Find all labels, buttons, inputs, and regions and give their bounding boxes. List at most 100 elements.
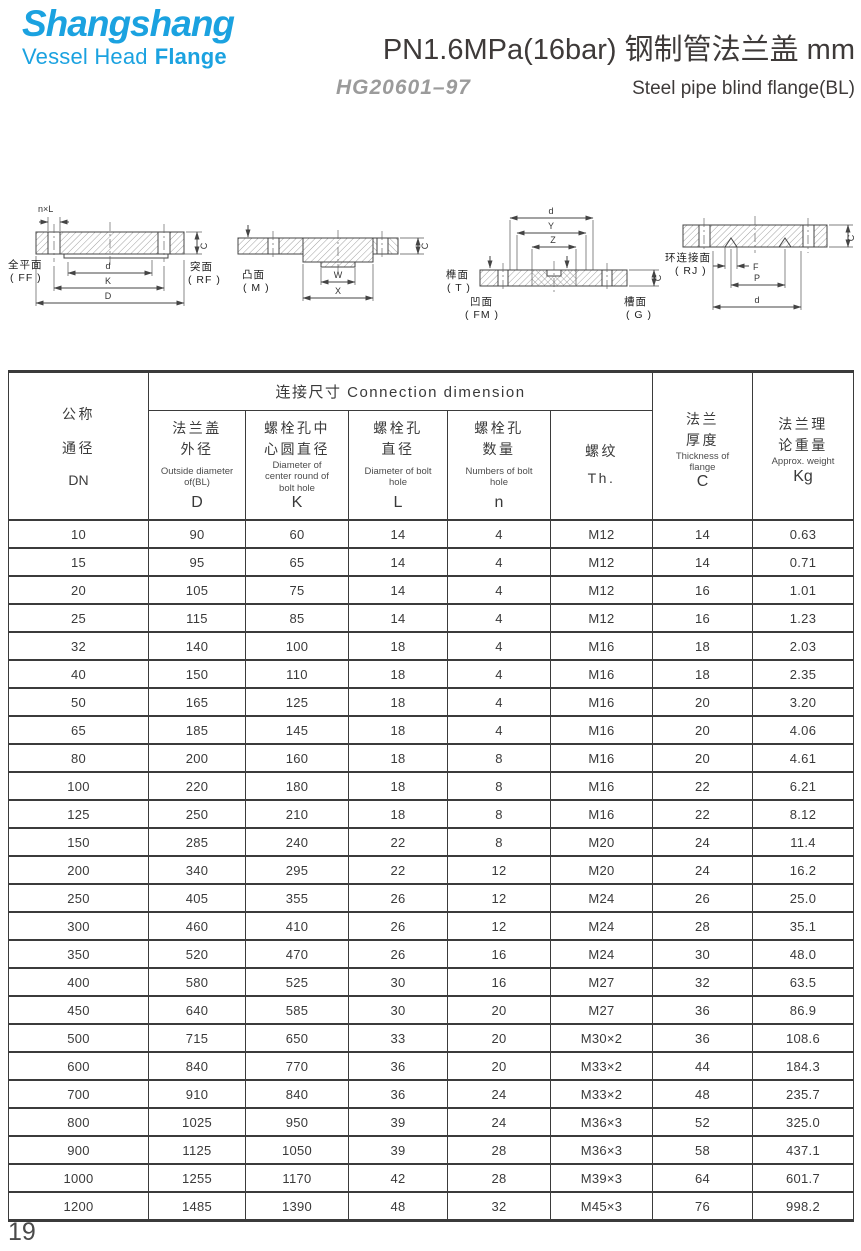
cell-weight: 998.2 — [752, 1191, 854, 1222]
cell-thread: M33×2 — [550, 1051, 653, 1081]
cell-outside-diameter: 405 — [148, 883, 246, 913]
cell-bolt-circle-diameter: 60 — [245, 519, 349, 549]
cell-thread: M27 — [550, 995, 653, 1025]
cell-outside-diameter: 840 — [148, 1051, 246, 1081]
cell-bolt-circle-diameter: 650 — [245, 1023, 349, 1053]
cell-dn: 400 — [8, 967, 149, 997]
cell-bolt-circle-diameter: 110 — [245, 659, 349, 689]
face-code-rf: ( RF ) — [188, 274, 221, 286]
col-header-kg-en: Approx. weight — [771, 456, 835, 468]
cell-thickness: 36 — [652, 995, 753, 1025]
cell-bolt-circle-diameter: 470 — [245, 939, 349, 969]
col-header-c-en: Thickness of flange — [675, 450, 730, 474]
cell-dn: 100 — [8, 771, 149, 801]
col-header-n-code: n — [494, 494, 504, 512]
face-code-ff: ( FF ) — [10, 272, 42, 284]
cell-dn: 125 — [8, 799, 149, 829]
cell-outside-diameter: 460 — [148, 911, 246, 941]
cell-bolt-hole-count: 4 — [447, 547, 551, 577]
dim-label-dd: D — [105, 291, 112, 301]
cell-bolt-hole-diameter: 36 — [348, 1079, 448, 1109]
cell-weight: 2.03 — [752, 631, 854, 661]
cell-outside-diameter: 1025 — [148, 1107, 246, 1137]
cell-bolt-hole-diameter: 14 — [348, 603, 448, 633]
dim-label-p: P — [754, 273, 760, 283]
cell-bolt-circle-diameter: 85 — [245, 603, 349, 633]
cell-dn: 1000 — [8, 1163, 149, 1193]
cell-thread: M16 — [550, 743, 653, 773]
cell-bolt-hole-count: 4 — [447, 519, 551, 549]
spec-table-container: 公称 通径 DN 连接尺寸 Connection dimension 法兰 厚度 … — [8, 370, 854, 1223]
col-header-l-code: L — [393, 494, 403, 512]
cell-thread: M16 — [550, 687, 653, 717]
cell-thickness: 20 — [652, 687, 753, 717]
cell-dn: 15 — [8, 547, 149, 577]
cell-thread: M16 — [550, 771, 653, 801]
cell-bolt-circle-diameter: 525 — [245, 967, 349, 997]
cell-dn: 10 — [8, 519, 149, 549]
face-code-t: ( T ) — [447, 282, 471, 294]
cell-thread: M24 — [550, 911, 653, 941]
cell-weight: 16.2 — [752, 855, 854, 885]
cell-bolt-hole-count: 12 — [447, 911, 551, 941]
cell-outside-diameter: 165 — [148, 687, 246, 717]
cell-dn: 20 — [8, 575, 149, 605]
cell-bolt-circle-diameter: 770 — [245, 1051, 349, 1081]
cell-thread: M20 — [550, 855, 653, 885]
cell-thread: M16 — [550, 631, 653, 661]
table-row: 150 285 240 22 8 M20 24 11.4 — [8, 827, 854, 857]
cell-weight: 4.06 — [752, 715, 854, 745]
cell-dn: 250 — [8, 883, 149, 913]
cell-dn: 80 — [8, 743, 149, 773]
cell-bolt-hole-count: 4 — [447, 715, 551, 745]
cell-bolt-hole-diameter: 14 — [348, 575, 448, 605]
cell-bolt-circle-diameter: 65 — [245, 547, 349, 577]
col-header-d-en: Outside diameter of(BL) — [160, 465, 234, 489]
title-block: PN1.6MPa(16bar) 钢制管法兰盖 mm HG20601–97 Ste… — [318, 26, 855, 100]
cell-outside-diameter: 140 — [148, 631, 246, 661]
cell-weight: 0.63 — [752, 519, 854, 549]
cell-thickness: 24 — [652, 827, 753, 857]
cell-bolt-hole-count: 32 — [447, 1191, 551, 1222]
dim-label-f: F — [753, 262, 759, 272]
table-row: 1200 1485 1390 48 32 M45×3 76 998.2 — [8, 1191, 854, 1222]
table-row: 100 220 180 18 8 M16 22 6.21 — [8, 771, 854, 801]
cell-bolt-circle-diameter: 1170 — [245, 1163, 349, 1193]
cell-weight: 3.20 — [752, 687, 854, 717]
flange-section-m-t — [237, 230, 399, 272]
cell-dn: 65 — [8, 715, 149, 745]
cell-thickness: 24 — [652, 855, 753, 885]
cell-thickness: 26 — [652, 883, 753, 913]
cell-thread: M30×2 — [550, 1023, 653, 1053]
table-row: 40 150 110 18 4 M16 18 2.35 — [8, 659, 854, 689]
cell-bolt-hole-count: 16 — [447, 967, 551, 997]
cell-bolt-hole-diameter: 36 — [348, 1051, 448, 1081]
cell-thickness: 64 — [652, 1163, 753, 1193]
cell-weight: 235.7 — [752, 1079, 854, 1109]
cell-weight: 0.71 — [752, 547, 854, 577]
cell-bolt-circle-diameter: 1050 — [245, 1135, 349, 1165]
cell-bolt-hole-count: 20 — [447, 995, 551, 1025]
dim-label-d: d — [754, 295, 759, 305]
brand-logo: Shangshang Vessel Head Flange — [22, 4, 235, 69]
cell-thread: M36×3 — [550, 1135, 653, 1165]
col-header-bolt-hole-count: 螺栓孔 数量 Numbers of bolt hole n — [447, 410, 551, 521]
cell-bolt-circle-diameter: 100 — [245, 631, 349, 661]
cell-bolt-hole-count: 24 — [447, 1107, 551, 1137]
dim-label-w: W — [334, 270, 343, 280]
cell-outside-diameter: 105 — [148, 575, 246, 605]
col-header-n-en: Numbers of bolt hole — [465, 465, 533, 489]
flange-spec-table: 公称 通径 DN 连接尺寸 Connection dimension 法兰 厚度 … — [8, 370, 854, 1223]
cell-weight: 1.23 — [752, 603, 854, 633]
cell-thread: M12 — [550, 519, 653, 549]
table-row: 450 640 585 30 20 M27 36 86.9 — [8, 995, 854, 1025]
table-row: 200 340 295 22 12 M20 24 16.2 — [8, 855, 854, 885]
table-row: 20 105 75 14 4 M12 16 1.01 — [8, 575, 854, 605]
cell-bolt-hole-count: 4 — [447, 687, 551, 717]
cell-thickness: 36 — [652, 1023, 753, 1053]
table-row: 250 405 355 26 12 M24 26 25.0 — [8, 883, 854, 913]
col-header-dn-cn1: 公称 — [62, 406, 95, 423]
cell-bolt-circle-diameter: 125 — [245, 687, 349, 717]
cell-bolt-hole-diameter: 14 — [348, 547, 448, 577]
table-row: 900 1125 1050 39 28 M36×3 58 437.1 — [8, 1135, 854, 1165]
